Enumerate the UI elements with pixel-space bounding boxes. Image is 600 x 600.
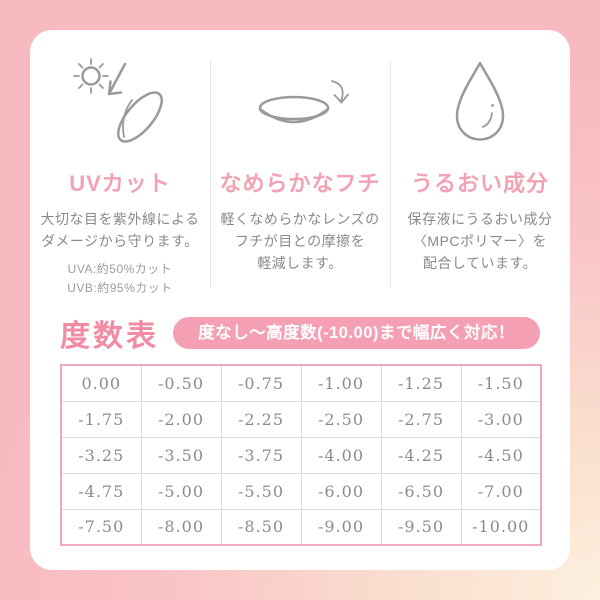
feature-title: UVカット xyxy=(69,171,171,196)
feature-title: うるおい成分 xyxy=(410,171,549,196)
power-cell: -1.75 xyxy=(60,400,142,438)
table-row: -4.75 -5.00 -5.50 -6.00 -6.50 -7.00 xyxy=(60,472,542,510)
moisture-drop-icon xyxy=(396,56,564,152)
feature-description: 大切な目を紫外線による ダメージから守ります。 xyxy=(36,208,204,252)
power-cell: -5.00 xyxy=(140,472,222,510)
power-cell: -8.50 xyxy=(220,508,302,546)
uva-stat: UVA:約50%カット xyxy=(67,262,173,276)
power-cell: -2.75 xyxy=(380,400,462,438)
table-row: 0.00 -0.50 -0.75 -1.00 -1.25 -1.50 xyxy=(60,364,542,402)
power-cell: -2.00 xyxy=(140,400,222,438)
power-cell: -7.00 xyxy=(460,472,542,510)
power-cell: -4.75 xyxy=(60,472,142,510)
power-cell: -0.50 xyxy=(140,364,222,402)
uvb-stat: UVB:約95%カット xyxy=(67,281,173,295)
power-range-banner: 度なし〜高度数(-10.00)まで幅広く対応！ xyxy=(173,317,540,349)
uv-sun-lens-icon xyxy=(36,56,204,152)
desc-line: 配合しています。 xyxy=(422,255,538,271)
content-card: UVカット 大切な目を紫外線による ダメージから守ります。 UVA:約50%カッ… xyxy=(30,30,570,570)
table-row: -7.50 -8.00 -8.50 -9.00 -9.50 -10.00 xyxy=(60,508,542,546)
power-cell: -6.00 xyxy=(300,472,382,510)
power-table: 0.00 -0.50 -0.75 -1.00 -1.25 -1.50 -1.75… xyxy=(60,364,542,546)
power-cell: -4.00 xyxy=(300,436,382,474)
power-cell: -6.50 xyxy=(380,472,462,510)
uv-cut-stats: UVA:約50%カット UVB:約95%カット xyxy=(36,260,204,298)
desc-line: フチが目との摩擦を xyxy=(234,233,366,249)
power-cell: -10.00 xyxy=(460,508,542,546)
power-cell: -1.50 xyxy=(460,364,542,402)
power-cell: -5.50 xyxy=(220,472,302,510)
desc-line: ダメージから守ります。 xyxy=(41,233,199,249)
power-cell: -8.00 xyxy=(140,508,222,546)
power-cell: -3.75 xyxy=(220,436,302,474)
desc-line: 軽くなめらかなレンズの xyxy=(220,211,380,227)
power-cell: -1.25 xyxy=(380,364,462,402)
feature-uv-cut: UVカット 大切な目を紫外線による ダメージから守ります。 UVA:約50%カッ… xyxy=(30,56,210,298)
feature-description: 軽くなめらかなレンズの フチが目との摩擦を 軽減します。 xyxy=(216,208,384,274)
feature-moisture: うるおい成分 保存液にうるおい成分 〈MPCポリマー〉を 配合しています。 xyxy=(390,56,570,298)
power-cell: -3.00 xyxy=(460,400,542,438)
desc-line: 軽減します。 xyxy=(257,255,343,271)
power-section-header: 度数表 度なし〜高度数(-10.00)まで幅広く対応！ xyxy=(60,316,540,353)
feature-title: なめらかなフチ xyxy=(219,171,381,196)
desc-line: 〈MPCポリマー〉を xyxy=(412,233,548,249)
table-row: -1.75 -2.00 -2.25 -2.50 -2.75 -3.00 xyxy=(60,400,542,438)
power-cell: -4.25 xyxy=(380,436,462,474)
power-cell: -2.50 xyxy=(300,400,382,438)
power-cell: -3.25 xyxy=(60,436,142,474)
table-row: -3.25 -3.50 -3.75 -4.00 -4.25 -4.50 xyxy=(60,436,542,474)
power-cell: -9.00 xyxy=(300,508,382,546)
power-cell: -4.50 xyxy=(460,436,542,474)
power-cell: -7.50 xyxy=(60,508,142,546)
feature-smooth-edge: なめらかなフチ 軽くなめらかなレンズの フチが目との摩擦を 軽減します。 xyxy=(210,56,390,298)
feature-description: 保存液にうるおい成分 〈MPCポリマー〉を 配合しています。 xyxy=(396,208,564,274)
smooth-edge-lens-icon xyxy=(216,56,384,152)
desc-line: 大切な目を紫外線による xyxy=(40,211,200,227)
power-table-title: 度数表 xyxy=(60,320,159,353)
feature-row: UVカット 大切な目を紫外線による ダメージから守ります。 UVA:約50%カッ… xyxy=(30,30,570,298)
power-cell: 0.00 xyxy=(60,364,142,402)
power-cell: -9.50 xyxy=(380,508,462,546)
power-cell: -3.50 xyxy=(140,436,222,474)
desc-line: 保存液にうるおい成分 xyxy=(407,211,553,227)
power-cell: -0.75 xyxy=(220,364,302,402)
power-cell: -1.00 xyxy=(300,364,382,402)
power-cell: -2.25 xyxy=(220,400,302,438)
